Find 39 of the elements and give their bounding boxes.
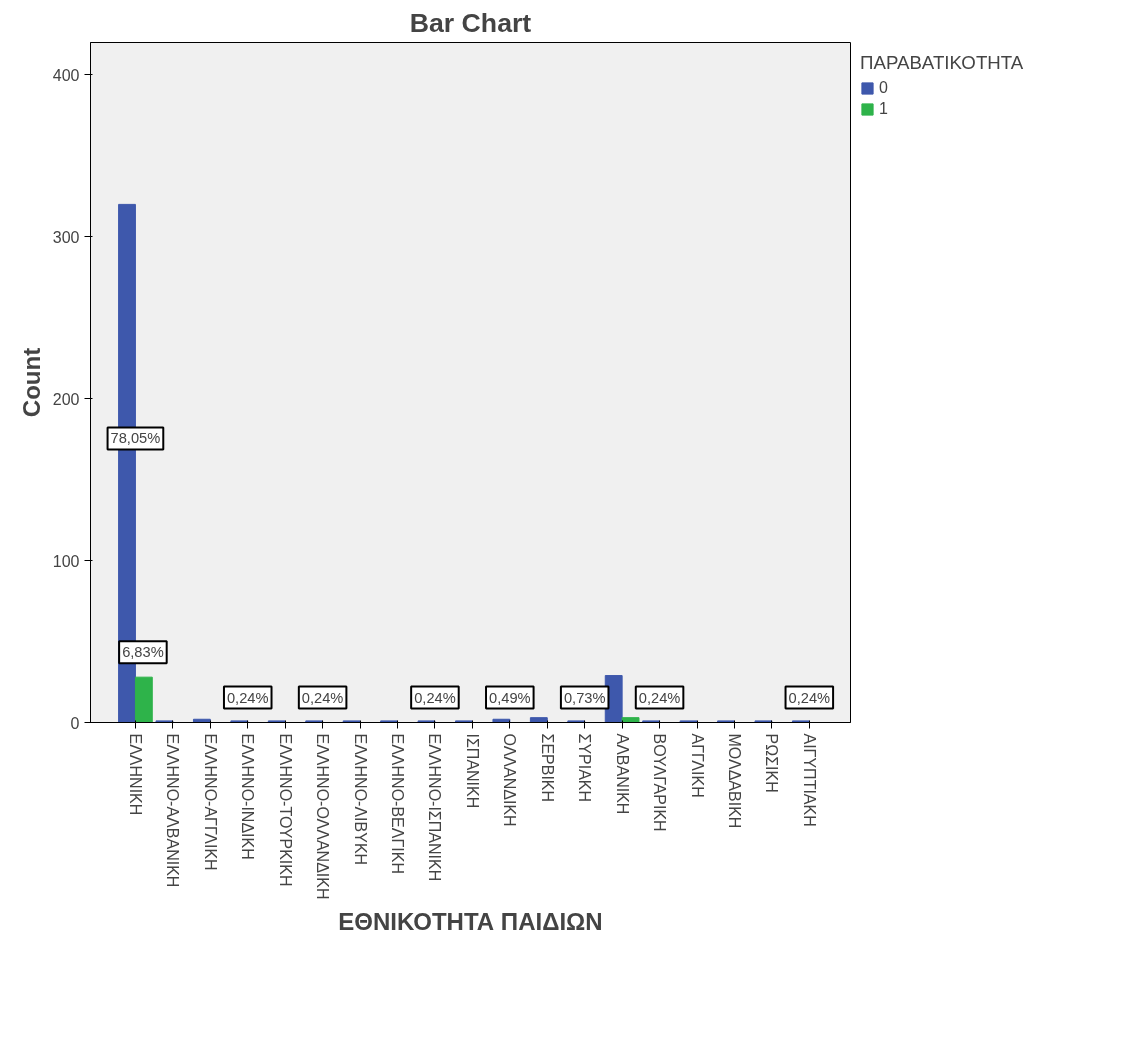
annotation: 0,73% xyxy=(563,689,606,706)
x-tick-label: ΣΕΡΒΙΚΗ xyxy=(538,733,556,803)
chart-title: Bar Chart xyxy=(409,7,532,38)
legend-label: 1 xyxy=(879,100,889,118)
x-tick-label: ΕΛΛΗΝΟ-ΒΕΛΓΙΚΗ xyxy=(389,733,406,874)
x-tick-label: ΕΛΛΗΝΙΚΗ xyxy=(126,733,144,816)
annotation: 0,49% xyxy=(489,689,531,706)
y-axis-title: Count xyxy=(17,347,45,418)
annotation: 78,05% xyxy=(110,430,161,447)
x-tick-label: ΟΛΛΑΝΔΙΚΗ xyxy=(501,733,519,827)
y-tick-label: 300 xyxy=(52,228,80,246)
x-tick-label: ΕΛΛΗΝΟ-ΑΓΓΛΙΚΗ xyxy=(201,733,219,871)
x-axis-title: ΕΘΝΙΚΟΤΗΤΑ ΠΑΙΔΙΩΝ xyxy=(338,907,603,935)
x-tick-label: ΒΟΥΛΓΑΡΙΚΗ xyxy=(651,733,669,832)
x-tick-label: ΣΥΡΙΑΚΗ xyxy=(576,733,594,803)
y-tick-label: 0 xyxy=(70,714,80,732)
x-tick-label: ΕΛΛΗΝΟ-ΛΙΒΥΚΗ xyxy=(351,733,369,866)
x-tick-label: ΜΟΛΔΑΒΙΚΗ xyxy=(725,733,743,829)
y-tick-label: 100 xyxy=(52,552,80,570)
x-tick-label: ΕΛΛΗΝΟ-ΤΟΥΡΚΙΚΗ xyxy=(276,733,294,887)
x-tick-label: ΑΓΓΛΙΚΗ xyxy=(688,733,706,798)
y-tick-label: 400 xyxy=(52,66,80,84)
x-tick-label: ΙΣΠΑΝΙΚΗ xyxy=(463,733,481,809)
annotation: 0,24% xyxy=(301,689,344,706)
x-tick-label: ΕΛΛΗΝΟ-ΟΛΛΑΝΔΙΚΗ xyxy=(314,733,332,900)
annotation: 6,83% xyxy=(122,644,164,661)
x-tick-label: ΑΛΒΑΝΙΚΗ xyxy=(613,733,631,815)
annotation: 0,24% xyxy=(226,689,269,706)
legend-title: ΠΑΡΑΒΑΤΙΚΟΤΗΤΑ xyxy=(860,52,1024,74)
annotation: 0,24% xyxy=(638,689,681,706)
x-tick-label: ΡΩΣΙΚΗ xyxy=(763,733,781,793)
y-tick-label: 200 xyxy=(52,390,80,408)
x-tick-label: ΕΛΛΗΝΟ-ΙΣΠΑΝΙΚΗ xyxy=(426,733,444,882)
annotation: 0,24% xyxy=(414,689,456,706)
x-tick-label: ΑΙΓΥΠΤΙΑΚΗ xyxy=(800,733,818,827)
x-tick-label: ΕΛΛΗΝΟ-ΙΝΔΙΚΗ xyxy=(239,733,257,860)
legend-label: 0 xyxy=(879,79,889,97)
x-tick-label: ΕΛΛΗΝΟ-ΑΛΒΑΝΙΚΗ xyxy=(164,733,182,888)
annotation: 0,24% xyxy=(788,689,831,706)
